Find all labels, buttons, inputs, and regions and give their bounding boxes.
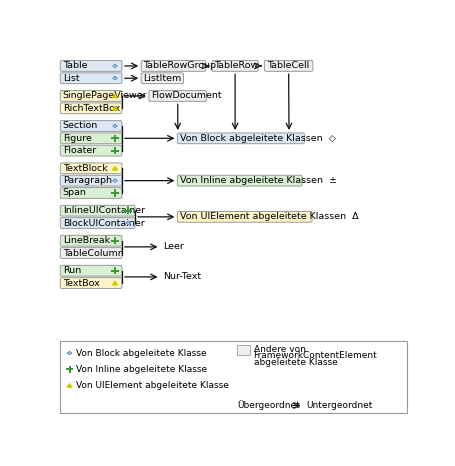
Text: InlineUIContainer: InlineUIContainer: [63, 206, 145, 215]
Text: FlowDocument: FlowDocument: [151, 91, 222, 101]
Text: Span: Span: [63, 188, 86, 198]
FancyBboxPatch shape: [61, 61, 122, 71]
Polygon shape: [112, 94, 117, 98]
Text: Run: Run: [63, 266, 81, 275]
Text: Von Inline abgeleitete Klassen  ±: Von Inline abgeleitete Klassen ±: [181, 176, 338, 185]
FancyBboxPatch shape: [61, 265, 122, 276]
FancyBboxPatch shape: [61, 133, 122, 144]
Text: Figure: Figure: [63, 134, 91, 143]
FancyBboxPatch shape: [212, 61, 258, 71]
Text: TextBox: TextBox: [63, 279, 99, 288]
Text: TableCell: TableCell: [267, 62, 309, 70]
FancyBboxPatch shape: [149, 90, 207, 101]
FancyBboxPatch shape: [61, 163, 122, 174]
FancyBboxPatch shape: [61, 121, 122, 131]
Text: Nur-Text: Nur-Text: [163, 273, 201, 281]
Text: LineBreak: LineBreak: [63, 236, 110, 245]
FancyBboxPatch shape: [61, 218, 135, 228]
Text: TableRow: TableRow: [214, 62, 258, 70]
FancyBboxPatch shape: [61, 235, 122, 246]
Polygon shape: [113, 64, 117, 68]
Text: TextBlock: TextBlock: [63, 164, 107, 173]
Text: Von Inline abgeleitete Klasse: Von Inline abgeleitete Klasse: [76, 365, 207, 374]
Text: Von UIElement abgeleitete Klassen  Δ: Von UIElement abgeleitete Klassen Δ: [181, 212, 359, 221]
Text: Von Block abgeleitete Klasse: Von Block abgeleitete Klasse: [76, 349, 207, 357]
Text: List: List: [63, 74, 79, 83]
Polygon shape: [67, 384, 72, 387]
Text: Section: Section: [63, 122, 98, 130]
FancyBboxPatch shape: [61, 175, 122, 186]
Polygon shape: [113, 124, 117, 128]
FancyBboxPatch shape: [61, 103, 122, 114]
Text: RichTextBox: RichTextBox: [63, 104, 120, 113]
Polygon shape: [113, 77, 117, 80]
Text: Von Block abgeleitete Klassen  ◇: Von Block abgeleitete Klassen ◇: [181, 134, 336, 143]
Polygon shape: [112, 166, 117, 170]
FancyBboxPatch shape: [61, 247, 122, 259]
Text: TableRowGroup: TableRowGroup: [143, 62, 217, 70]
Bar: [238, 345, 250, 355]
FancyBboxPatch shape: [61, 90, 122, 101]
FancyBboxPatch shape: [61, 188, 122, 199]
Text: Leer: Leer: [163, 242, 184, 251]
FancyBboxPatch shape: [61, 278, 122, 288]
Text: ListItem: ListItem: [143, 74, 182, 83]
Text: BlockUIContainer: BlockUIContainer: [63, 219, 144, 227]
Text: abgeleitete Klasse: abgeleitete Klasse: [253, 358, 337, 367]
Polygon shape: [112, 107, 117, 110]
Polygon shape: [113, 179, 117, 182]
Text: FrameworkContentElement: FrameworkContentElement: [253, 351, 377, 360]
FancyBboxPatch shape: [177, 212, 312, 222]
Text: Floater: Floater: [63, 146, 96, 155]
Polygon shape: [126, 221, 130, 225]
FancyBboxPatch shape: [264, 61, 313, 71]
FancyBboxPatch shape: [61, 206, 135, 216]
FancyBboxPatch shape: [141, 73, 183, 83]
Text: TableColumn: TableColumn: [63, 248, 123, 258]
Polygon shape: [67, 352, 72, 355]
FancyBboxPatch shape: [61, 145, 122, 156]
Text: Paragraph: Paragraph: [63, 176, 111, 185]
FancyBboxPatch shape: [141, 61, 206, 71]
Text: Andere von: Andere von: [253, 345, 305, 354]
FancyBboxPatch shape: [61, 73, 122, 83]
Text: Untergeordnet: Untergeordnet: [306, 401, 372, 410]
Polygon shape: [112, 281, 117, 285]
Text: Table: Table: [63, 62, 87, 70]
Text: Von UIElement abgeleitete Klasse: Von UIElement abgeleitete Klasse: [76, 381, 229, 390]
Bar: [61, 341, 407, 413]
Text: Übergeordnet: Übergeordnet: [238, 401, 300, 411]
Text: SinglePageViewer: SinglePageViewer: [63, 91, 147, 101]
FancyBboxPatch shape: [177, 175, 302, 186]
FancyBboxPatch shape: [177, 133, 304, 144]
